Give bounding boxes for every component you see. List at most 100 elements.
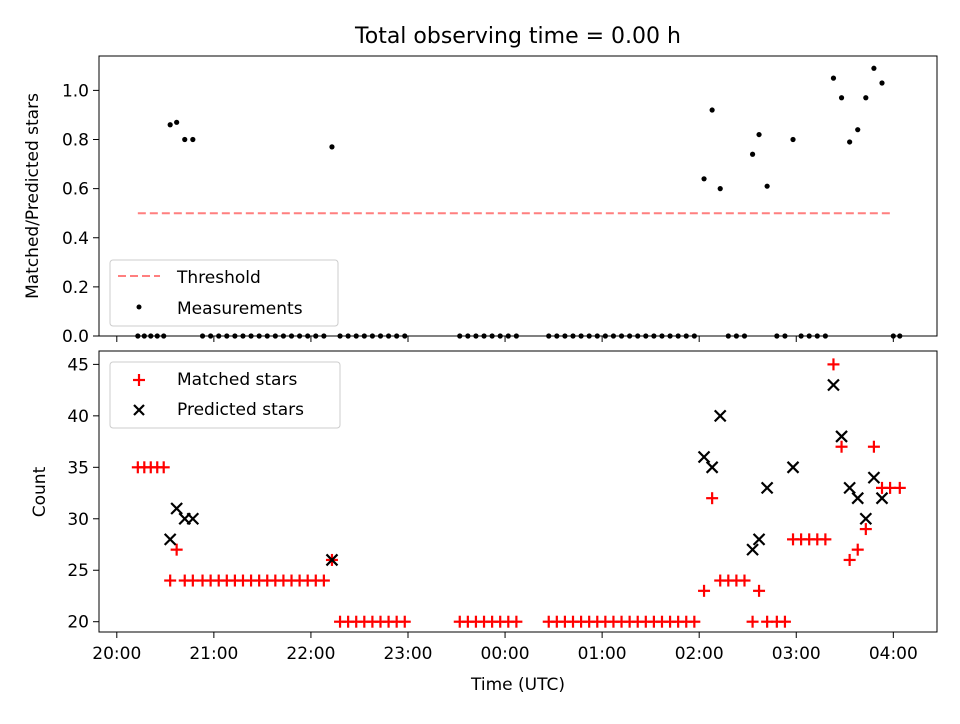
predicted-legend-label: Predicted stars [177,400,304,420]
measurement-point [161,333,167,339]
measurement-point [627,333,633,339]
measurement-point [141,333,147,339]
predicted-star-point [752,533,766,546]
measurement-point [838,95,845,101]
predicted-legend-swatch [133,404,145,416]
x-tick-label: 20:00 [92,644,141,664]
x-tick-label: 21:00 [189,644,238,664]
matched-star-point [867,440,880,453]
x-tick-label: 03:00 [772,644,821,664]
measurement-point [814,333,820,339]
measurement-point [385,333,392,339]
measurement-point [337,333,343,339]
predicted-star-point [843,481,856,495]
measurement-point [756,131,762,138]
measurement-point [256,333,262,339]
measurement-point [402,333,408,339]
measurement-point [691,333,697,339]
measurement-point [240,333,246,339]
y-tick-label: 0.2 [62,278,89,298]
predicted-star-point [746,543,759,556]
measurement-point [717,186,723,192]
measurement-point [659,333,665,339]
measurement-point [782,333,788,339]
measurement-point [297,333,303,339]
measurement-point [505,333,511,339]
bottom-plot-area [98,350,938,633]
measurement-point [749,151,756,157]
matched-star-point [753,584,766,597]
measurement-point [377,333,384,339]
predicted-stars-points [163,378,889,567]
matched-legend-swatch [133,374,145,386]
top-legend-box [109,259,339,327]
predicted-star-point [875,491,889,505]
measurement-point [741,333,748,339]
predicted-star-point [163,533,177,546]
x-tick-label: 02:00 [675,644,724,664]
measurement-point [497,333,503,339]
y-tick-label: 1.0 [62,81,89,101]
top-x-ticks [116,336,894,342]
matched-star-point [859,523,872,536]
x-tick-label: 23:00 [383,644,432,664]
measurement-point [602,333,608,339]
measurement-point [313,333,319,339]
bottom-y-axis-label: Count [30,466,50,517]
bottom-y-ticks: 20 25 30 35 40 45 [67,355,99,633]
measurement-point [489,333,495,339]
measurements-legend-label: Measurements [177,299,303,319]
measurement-point [513,333,519,339]
measurement-point [651,333,657,339]
threshold-legend-label: Threshold [176,268,261,288]
measurement-point [594,333,600,339]
x-axis-label: Time (UTC) [470,675,565,695]
predicted-star-point [325,553,339,567]
measurement-point [182,136,188,143]
x-tick-label: 22:00 [286,644,335,664]
y-tick-label: 35 [67,458,89,478]
y-tick-label: 25 [67,561,89,581]
measurement-point [465,333,471,339]
y-tick-label: 40 [67,407,89,427]
predicted-star-point [786,461,800,474]
y-tick-label: 20 [67,613,89,633]
measurement-point [321,333,327,339]
predicted-star-point [713,409,727,423]
measurement-point [272,333,278,339]
measurement-point [562,333,568,339]
matched-star-point [688,615,701,628]
measurement-point [798,333,804,339]
measurement-point [280,333,287,339]
matched-stars-points [131,358,906,628]
measurement-point [675,333,681,339]
measurement-point [725,333,731,339]
measurement-point [305,333,311,339]
top-y-axis-label: Matched/Predicted stars [23,93,43,299]
measurement-point [701,176,707,182]
y-tick-label: 0.0 [62,327,89,347]
matched-star-point [706,492,719,505]
matched-star-point [746,615,759,628]
measurement-point [148,333,154,339]
y-tick-label: 0.6 [62,180,89,200]
bottom-legend-box [109,361,341,429]
top-y-ticks: 0.0 0.2 0.4 0.6 0.8 1.0 [62,81,99,347]
predicted-star-point [697,450,711,464]
matched-star-point [843,553,856,566]
matched-star-point [698,584,711,597]
matched-legend-label: Matched stars [177,370,297,390]
y-tick-label: 0.4 [62,229,89,249]
bottom-x-ticks: 20:00 21:00 22:00 23:00 00:00 01:00 02:00 03:00… [92,632,918,664]
measurement-point [288,333,295,339]
predicted-star-point [859,512,873,526]
predicted-star-point [760,481,774,495]
bottom-legend: Matched stars Predicted stars [109,361,341,429]
measurement-point [361,333,367,339]
measurement-point [847,139,853,145]
matched-star-point [835,440,848,453]
measurement-point [546,333,552,339]
measurement-point [879,80,885,86]
x-tick-label: 00:00 [481,644,530,664]
